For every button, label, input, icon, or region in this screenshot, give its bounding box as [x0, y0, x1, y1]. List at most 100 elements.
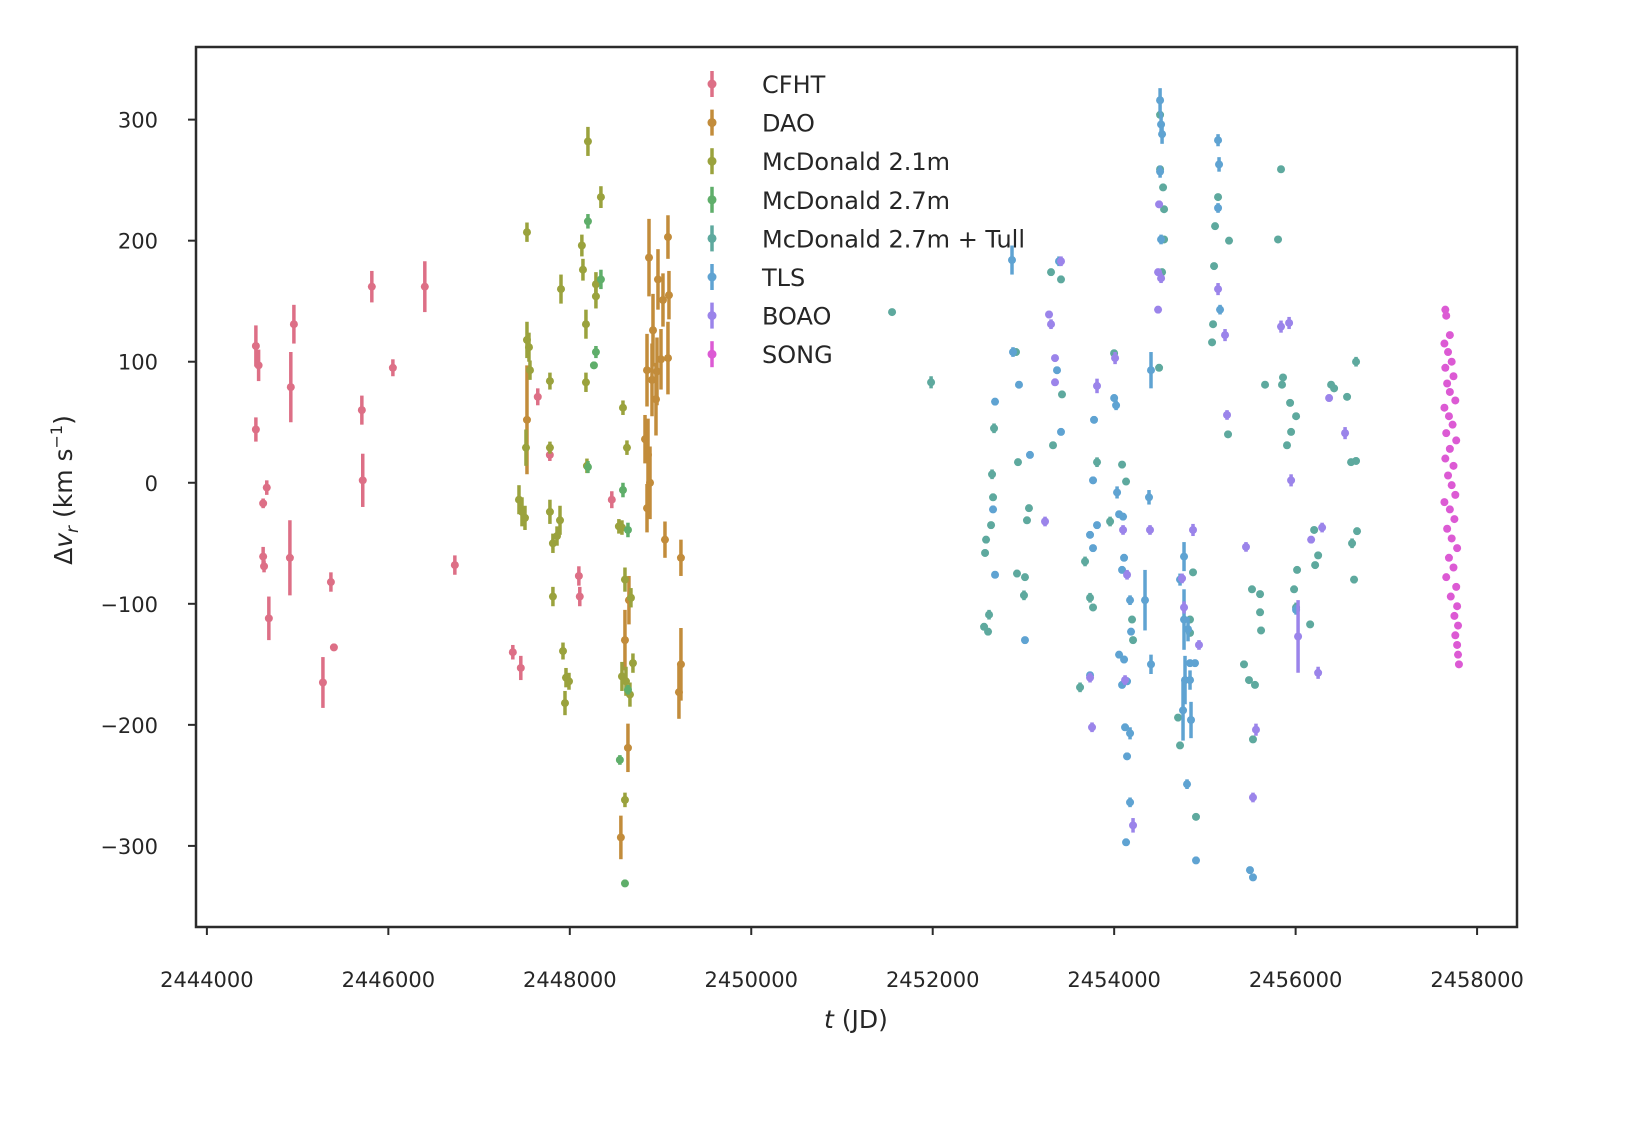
x-axis: 2444000 2446000 2448000 2450000 2452000 24540… — [160, 927, 1524, 992]
data-point — [1126, 798, 1135, 807]
data-point — [251, 341, 260, 350]
data-point — [1122, 477, 1131, 486]
data-point — [1447, 357, 1456, 366]
data-point — [1314, 668, 1323, 677]
data-point — [927, 378, 936, 387]
legend-label: McDonald 2.1m — [762, 148, 950, 176]
data-point — [1350, 575, 1359, 584]
data-point — [1110, 394, 1119, 403]
data-point — [1221, 331, 1230, 340]
data-point — [1192, 856, 1201, 865]
data-point — [1214, 285, 1223, 294]
series-tls — [989, 88, 1301, 882]
data-point — [991, 397, 1000, 406]
data-point — [1286, 398, 1295, 407]
legend: CFHT DAO McDonald 2.1m McDonald 2.7m McDonal… — [707, 71, 1025, 369]
data-point — [1191, 659, 1200, 668]
data-point — [1444, 471, 1453, 480]
data-point — [545, 507, 554, 516]
data-point — [1086, 593, 1095, 602]
data-point — [1176, 741, 1185, 750]
data-point — [1157, 235, 1166, 244]
legend-item: DAO — [707, 109, 815, 138]
data-point — [264, 614, 273, 623]
legend-marker-icon — [707, 233, 717, 243]
data-point — [522, 415, 531, 424]
x-axis-label: t (JD) — [824, 1005, 888, 1034]
data-point — [1454, 621, 1463, 630]
data-point — [658, 295, 667, 304]
legend-label: CFHT — [762, 71, 826, 99]
data-point — [1279, 373, 1288, 382]
data-point — [1106, 517, 1115, 526]
data-point — [591, 292, 600, 301]
data-point — [622, 443, 631, 452]
data-point — [1442, 429, 1451, 438]
x-tick-label: 2452000 — [886, 968, 980, 992]
legend-label: SONG — [762, 341, 833, 369]
data-point — [1216, 305, 1225, 314]
data-point — [260, 562, 269, 571]
data-point — [1155, 363, 1164, 372]
data-point — [1123, 570, 1132, 579]
data-point — [420, 282, 429, 291]
data-point — [1159, 183, 1168, 192]
data-point — [1445, 387, 1454, 396]
data-point — [1057, 427, 1066, 436]
data-point — [545, 377, 554, 386]
data-point — [1277, 165, 1286, 174]
legend-item: McDonald 2.1m — [707, 148, 950, 176]
y-tick-label: 300 — [118, 109, 158, 133]
data-marks — [251, 88, 1463, 888]
data-point — [583, 463, 592, 472]
data-point — [1214, 136, 1223, 145]
data-point — [1120, 655, 1129, 664]
data-point — [591, 348, 600, 357]
data-point — [1290, 585, 1299, 594]
legend-label: BOAO — [762, 303, 831, 331]
data-point — [1452, 582, 1461, 591]
legend-item: TLS — [707, 264, 805, 292]
data-point — [1051, 378, 1060, 387]
data-point — [663, 354, 672, 363]
data-point — [1223, 410, 1232, 419]
data-point — [1261, 380, 1270, 389]
legend-marker-icon — [707, 272, 717, 282]
data-point — [1147, 660, 1156, 669]
data-point — [664, 291, 673, 300]
data-point — [1440, 339, 1449, 348]
data-point — [1189, 568, 1198, 577]
data-point — [1012, 569, 1021, 578]
legend-marker-icon — [707, 195, 717, 205]
data-point — [521, 443, 530, 452]
data-point — [1248, 873, 1257, 882]
data-point — [1314, 551, 1323, 560]
data-point — [574, 571, 583, 580]
data-point — [558, 647, 567, 656]
series-boao — [1041, 200, 1350, 833]
data-point — [1009, 348, 1018, 357]
data-point — [1141, 596, 1150, 605]
data-point — [1450, 515, 1459, 524]
data-point — [525, 366, 534, 375]
data-point — [1049, 441, 1058, 450]
data-point — [620, 879, 629, 888]
data-point — [1192, 812, 1201, 821]
data-point — [1453, 640, 1462, 649]
data-point — [1445, 505, 1454, 514]
data-point — [581, 378, 590, 387]
legend-marker-icon — [707, 79, 717, 89]
data-point — [259, 499, 268, 508]
y-tick-label: −300 — [100, 835, 158, 859]
data-point — [663, 233, 672, 242]
data-point — [1118, 565, 1127, 574]
data-point — [1444, 348, 1453, 357]
data-point — [615, 755, 624, 764]
data-point — [981, 548, 990, 557]
data-point — [1283, 441, 1292, 450]
data-point — [259, 552, 268, 561]
data-point — [1093, 521, 1102, 530]
series-mcdonald-2-1m — [514, 126, 637, 808]
data-point — [1445, 331, 1454, 340]
data-point — [1443, 524, 1452, 533]
